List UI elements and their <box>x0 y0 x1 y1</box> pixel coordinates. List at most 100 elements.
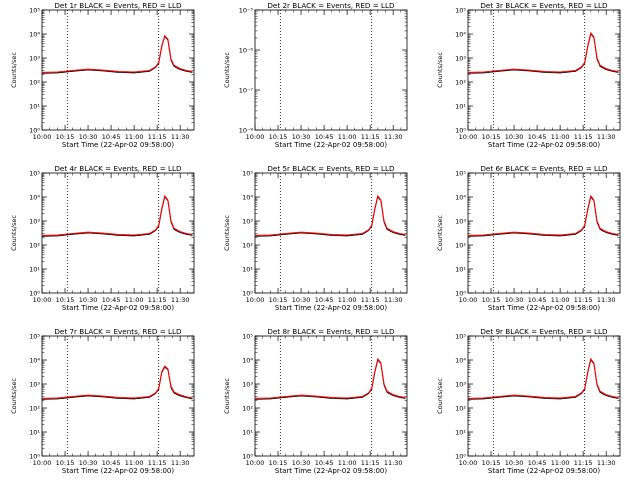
x-tick-label: 11:30 <box>384 459 403 467</box>
x-tick-label: 10:00 <box>459 133 478 141</box>
x-tick-label: 11:30 <box>597 296 616 304</box>
x-tick-label: 11:15 <box>361 459 380 467</box>
y-tick-label: 10³ <box>29 55 40 63</box>
x-tick-label: 10:15 <box>56 459 75 467</box>
plot-frame <box>254 9 408 131</box>
x-tick-label: 11:15 <box>361 296 380 304</box>
x-tick-label: 10:00 <box>33 459 52 467</box>
x-tick-label: 10:00 <box>33 296 52 304</box>
y-axis-label: Counts/sec <box>223 378 231 414</box>
x-axis-label: Start Time (22-Apr-02 09:58:00) <box>275 304 387 312</box>
x-axis-label: Start Time (22-Apr-02 09:58:00) <box>488 467 600 475</box>
y-tick-label: 10⁰ <box>29 453 40 461</box>
x-tick-label: 11:30 <box>171 459 190 467</box>
y-tick-label: 10³ <box>29 381 40 389</box>
x-tick-label: 10:15 <box>56 133 75 141</box>
y-tick-label: 10⁰ <box>455 127 466 135</box>
x-tick-label: 10:00 <box>33 133 52 141</box>
y-tick-label: 10⁴ <box>29 357 40 365</box>
x-tick-label: 10:45 <box>528 459 547 467</box>
panel-title: Det 5r BLACK = Events, RED = LLD <box>267 164 395 173</box>
y-tick-label: 10¹ <box>29 103 40 111</box>
y-tick-label: 10¹ <box>242 429 253 437</box>
x-tick-label: 10:45 <box>315 459 334 467</box>
y-tick-label: 10¹ <box>29 429 40 437</box>
x-tick-label: 10:30 <box>505 459 524 467</box>
x-tick-label: 11:15 <box>574 459 593 467</box>
series-lld <box>467 31 619 73</box>
y-tick-label: 10⁵ <box>242 333 253 341</box>
panel-title: Det 1r BLACK = Events, RED = LLD <box>54 1 182 10</box>
y-tick-label: 10¹ <box>455 103 466 111</box>
panel-7: Det 7r BLACK = Events, RED = LLD 10⁰ 10¹ 10… <box>10 327 195 475</box>
y-tick-label: 10⁵ <box>455 333 466 341</box>
x-tick-label: 11:15 <box>148 459 167 467</box>
series-lld <box>41 34 193 73</box>
x-tick-label: 10:45 <box>102 459 121 467</box>
x-tick-label: 10:30 <box>79 459 98 467</box>
series-lld <box>41 365 193 399</box>
x-axis-label: Start Time (22-Apr-02 09:58:00) <box>62 467 174 475</box>
x-tick-label: 10:30 <box>79 133 98 141</box>
panel-title: Det 2r BLACK = Events, RED = LLD <box>267 1 395 10</box>
x-tick-label: 11:00 <box>125 296 144 304</box>
x-tick-label: 11:00 <box>551 296 570 304</box>
y-axis-label: Counts/sec <box>436 52 444 88</box>
x-axis-label: Start Time (22-Apr-02 09:58:00) <box>275 141 387 149</box>
y-tick-label: 10² <box>29 405 40 413</box>
y-axis-label: Counts/sec <box>436 378 444 414</box>
plot-frame <box>41 335 195 457</box>
y-axis-label: Counts/sec <box>10 215 18 251</box>
x-tick-label: 11:00 <box>338 296 357 304</box>
x-tick-label: 10:15 <box>269 459 288 467</box>
x-tick-label: 11:30 <box>171 133 190 141</box>
x-tick-label: 11:15 <box>574 133 593 141</box>
y-tick-label: 10² <box>455 242 466 250</box>
panel-title: Det 7r BLACK = Events, RED = LLD <box>54 327 182 336</box>
x-tick-label: 10:45 <box>102 296 121 304</box>
panel-8: Det 8r BLACK = Events, RED = LLD 10⁰ 10¹ 10… <box>223 327 408 475</box>
x-tick-label: 10:30 <box>505 296 524 304</box>
panel-title: Det 6r BLACK = Events, RED = LLD <box>480 164 608 173</box>
plot-frame <box>41 172 195 294</box>
y-tick-label: 10⁴ <box>29 31 40 39</box>
y-tick-label: 10⁴ <box>242 194 253 202</box>
y-tick-label: 10² <box>242 242 253 250</box>
x-tick-label: 11:00 <box>551 459 570 467</box>
x-tick-label: 10:45 <box>528 133 547 141</box>
panel-title: Det 9r BLACK = Events, RED = LLD <box>480 327 608 336</box>
y-axis-label: Counts/sec <box>10 378 18 414</box>
plot-frame <box>254 172 408 294</box>
y-tick-label: 10⁵ <box>455 7 466 15</box>
y-tick-label: 10³ <box>455 55 466 63</box>
panel-title: Det 4r BLACK = Events, RED = LLD <box>54 164 182 173</box>
x-axis-label: Start Time (22-Apr-02 09:58:00) <box>488 141 600 149</box>
series-lld <box>254 357 406 399</box>
x-tick-label: 11:15 <box>574 296 593 304</box>
x-tick-label: 10:30 <box>79 296 98 304</box>
x-tick-label: 10:15 <box>482 459 501 467</box>
y-tick-label: 10³ <box>242 218 253 226</box>
y-axis-label: Counts/sec <box>223 215 231 251</box>
x-tick-label: 10:30 <box>292 296 311 304</box>
panel-3: Det 3r BLACK = Events, RED = LLD 10⁰ 10¹ 10… <box>436 1 621 149</box>
plot-frame <box>41 9 195 131</box>
y-tick-label: 10⁰ <box>242 290 253 298</box>
y-tick-label: 10² <box>242 405 253 413</box>
x-tick-label: 10:30 <box>505 133 524 141</box>
y-tick-label: 10⁴ <box>29 194 40 202</box>
panel-6: Det 6r BLACK = Events, RED = LLD 10⁰ 10¹ 10… <box>436 164 621 312</box>
x-tick-label: 11:30 <box>384 296 403 304</box>
x-axis-label: Start Time (22-Apr-02 09:58:00) <box>275 467 387 475</box>
x-tick-label: 10:15 <box>269 296 288 304</box>
y-tick-label: 10¹ <box>455 429 466 437</box>
y-tick-label: 10¹ <box>29 266 40 274</box>
y-tick-label: 10⁴ <box>455 194 466 202</box>
y-tick-label: 10³ <box>242 381 253 389</box>
x-axis-label: Start Time (22-Apr-02 09:58:00) <box>488 304 600 312</box>
y-tick-label: 10² <box>455 79 466 87</box>
y-tick-label: 10⁴ <box>455 357 466 365</box>
panel-title: Det 8r BLACK = Events, RED = LLD <box>267 327 395 336</box>
plot-frame <box>254 335 408 457</box>
x-tick-label: 11:00 <box>338 133 357 141</box>
